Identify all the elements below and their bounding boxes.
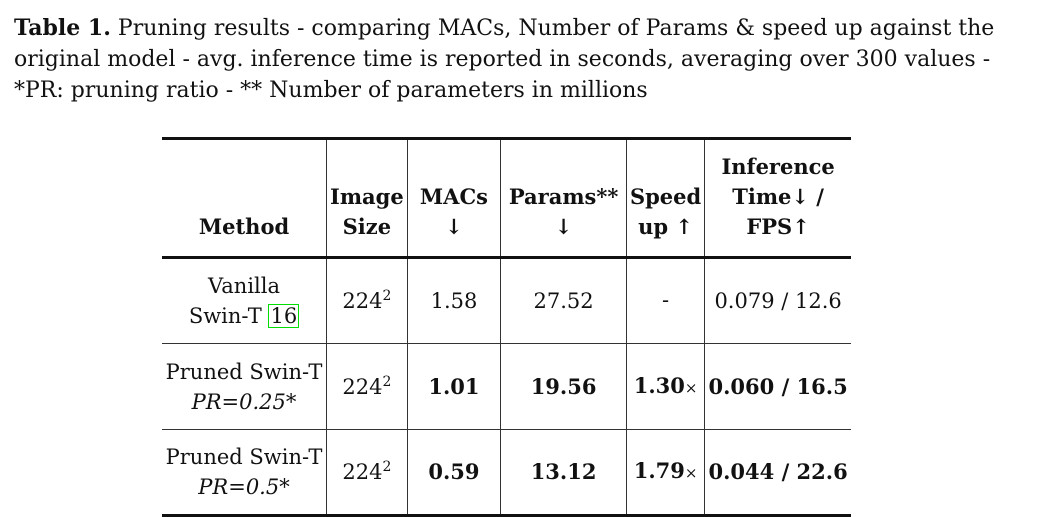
table-header-row: Method Image Size MACs ↓ Params** ↓ Speed… [162, 138, 851, 258]
caption-label: Table 1. [14, 15, 111, 41]
cell-macs: 0.59 [406, 429, 501, 516]
table-row: Pruned Swin-T PR=0.5* 2242 0.59 13.12 1.… [162, 429, 851, 516]
header-image-size: Image Size [326, 138, 408, 258]
header-inference: Inference Time↓ / FPS↑ [704, 138, 851, 258]
header-speedup: Speed up ↑ [625, 138, 705, 258]
table-caption: Table 1. Pruning results - comparing MAC… [14, 13, 1024, 106]
citation-link[interactable]: 16 [268, 304, 300, 328]
cell-inference: 0.044 / 22.6 [704, 429, 851, 516]
cell-params: 27.52 [500, 257, 627, 344]
cell-method: Pruned Swin-T PR=0.25* [165, 359, 323, 414]
cell-inference: 0.079 / 12.6 [704, 257, 851, 344]
header-macs: MACs ↓ [406, 138, 501, 258]
cell-inference: 0.060 / 16.5 [704, 343, 851, 430]
cell-image-size: 2242 [326, 429, 408, 516]
header-params: Params** ↓ [500, 138, 627, 258]
header-method: Method [198, 214, 290, 239]
cell-speedup: 1.30× [625, 343, 705, 430]
pruning-results-table: Method Image Size MACs ↓ Params** ↓ Speed… [162, 137, 851, 517]
cell-speedup: - [625, 257, 705, 344]
cell-speedup: 1.79× [625, 429, 705, 516]
cell-method: Pruned Swin-T PR=0.5* [165, 445, 323, 499]
cell-params: 13.12 [500, 429, 627, 516]
cell-image-size: 2242 [326, 343, 408, 430]
cell-method: Vanilla Swin-T 16 [188, 274, 300, 328]
caption-text: Pruning results - comparing MACs, Number… [14, 16, 995, 103]
table-row: Pruned Swin-T PR=0.25* 2242 1.01 19.56 1… [162, 343, 851, 430]
cell-macs: 1.01 [406, 343, 501, 430]
cell-macs: 1.58 [406, 257, 501, 344]
cell-params: 19.56 [500, 343, 627, 430]
cell-image-size: 2242 [326, 257, 408, 344]
table-row: Vanilla Swin-T 16 2242 1.58 27.52 - 0.07… [162, 257, 851, 344]
